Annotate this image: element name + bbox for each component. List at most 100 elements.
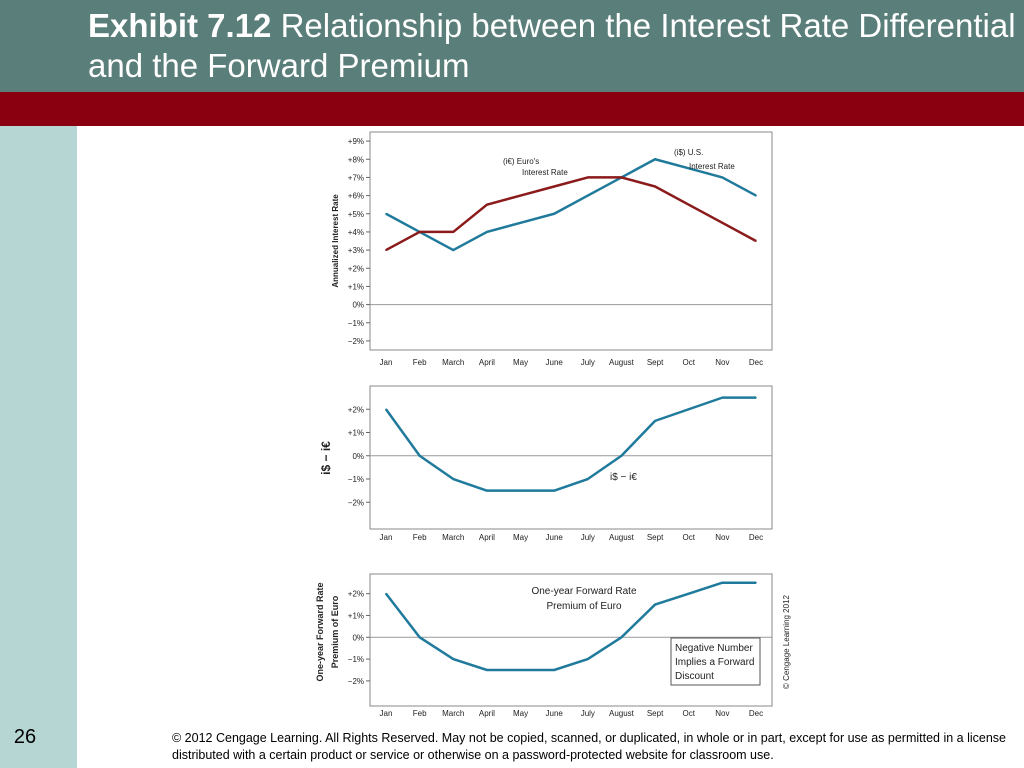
x-tick-label: Oct <box>683 358 696 367</box>
left-sidebar <box>0 126 77 768</box>
data-point <box>721 581 724 584</box>
data-point <box>486 231 488 233</box>
data-point <box>721 176 724 179</box>
y-tick-label: −2% <box>348 677 364 686</box>
x-tick-label: Sept <box>647 533 664 542</box>
y-tick-label: +7% <box>348 173 364 182</box>
x-tick-label: Nov <box>715 533 729 542</box>
data-point <box>687 592 690 595</box>
x-tick-label: Oct <box>683 709 696 718</box>
data-point <box>486 489 488 492</box>
x-tick-label: Jan <box>380 358 393 367</box>
x-tick-label: June <box>546 709 564 718</box>
data-point <box>418 636 421 639</box>
x-tick-label: August <box>609 358 635 367</box>
data-point <box>418 231 421 233</box>
x-tick-label: Sept <box>647 358 664 367</box>
data-point <box>519 669 522 671</box>
forward-premium-label-line2: Premium of Euro <box>546 601 621 612</box>
x-tick-label: Sept <box>647 709 664 718</box>
series-line-1-2 <box>385 176 757 252</box>
data-point <box>553 185 555 188</box>
data-point <box>519 222 522 224</box>
data-point <box>553 489 555 492</box>
x-tick-label: Dec <box>749 358 763 367</box>
y-tick-label: 0% <box>352 452 364 461</box>
x-tick-label: August <box>609 533 635 542</box>
x-tick-label: April <box>479 358 495 367</box>
plot-frame-3 <box>369 573 773 707</box>
data-point <box>452 249 455 251</box>
title-bar: Exhibit 7.12 Relationship between the In… <box>0 0 1024 92</box>
data-point <box>452 231 455 233</box>
euro-rate-annotation-line2: Interest Rate <box>522 168 568 177</box>
data-point <box>486 203 488 206</box>
exhibit-chart: −2% −1% 0% +1% +2% +3% +4% +5% +6% +7% +8% +9% Jan Fe… <box>315 131 791 718</box>
y-tick-label: −1% <box>348 655 364 664</box>
y-tick-label: +2% <box>348 405 364 414</box>
y-tick-label: 0% <box>352 633 364 642</box>
plot-frame-2 <box>369 385 773 530</box>
x-tick-label: Jan <box>380 533 393 542</box>
x-tick-label: April <box>479 709 495 718</box>
series-line-1-1 <box>385 158 757 252</box>
data-point <box>721 396 724 399</box>
data-point <box>721 222 724 224</box>
forward-premium-label: One-year Forward Rate <box>531 586 636 597</box>
y-tick-label: +2% <box>348 590 364 599</box>
y-tick-label: +2% <box>348 264 364 273</box>
data-point <box>452 478 455 480</box>
plot-frame-1 <box>369 131 773 351</box>
x-tick-label: Nov <box>715 358 729 367</box>
data-point <box>654 185 656 188</box>
x-tick-label: July <box>581 709 595 718</box>
data-point <box>687 203 690 206</box>
data-point <box>452 658 455 660</box>
note-box <box>670 637 761 686</box>
us-rate-annotation-line2: Interest Rate <box>689 162 735 171</box>
y-tick-label: +1% <box>348 282 364 291</box>
x-tick-label: May <box>513 709 528 718</box>
data-point <box>755 194 757 197</box>
data-point <box>654 603 656 606</box>
y-axis-label-line1: One-year Forward Rate <box>315 582 325 681</box>
differential-label: i$ − i€ <box>610 472 637 483</box>
y-tick-label: −2% <box>348 337 364 346</box>
side-credit: © Cengage Learning 2012 <box>782 594 791 689</box>
x-tick-label: Feb <box>413 533 427 542</box>
data-point <box>553 212 555 215</box>
data-point <box>385 408 387 411</box>
data-point <box>519 489 522 492</box>
note-box-line: Implies a Forward <box>675 657 754 668</box>
euro-rate-annotation: (i€) Euro's <box>503 157 539 166</box>
x-tick-label: August <box>609 709 635 718</box>
x-tick-label: May <box>513 358 528 367</box>
x-tick-label: Nov <box>715 709 729 718</box>
data-point <box>385 212 387 215</box>
y-tick-label: 0% <box>352 301 364 310</box>
title-exhibit-number: Exhibit 7.12 <box>88 7 272 44</box>
y-tick-label: +1% <box>348 429 364 438</box>
x-tick-label: July <box>581 533 595 542</box>
slide-title: Exhibit 7.12 Relationship between the In… <box>88 6 1018 86</box>
y-tick-label: +5% <box>348 210 364 219</box>
x-tick-label: April <box>479 533 495 542</box>
data-point <box>654 420 656 422</box>
data-point <box>620 636 623 639</box>
y-tick-label: −2% <box>348 498 364 507</box>
x-tick-label: Feb <box>413 358 427 367</box>
x-tick-label: March <box>442 358 464 367</box>
x-tick-label: March <box>442 709 464 718</box>
series-line-2-1 <box>384 396 756 492</box>
data-point <box>620 454 623 457</box>
copyright-notice: © 2012 Cengage Learning. All Rights Rese… <box>172 731 1007 762</box>
note-box-line: Negative Number <box>675 643 753 654</box>
data-point <box>587 658 589 660</box>
y-tick-label: −1% <box>348 475 364 484</box>
y-tick-label: +3% <box>348 246 364 255</box>
data-point <box>418 454 421 457</box>
page-number: 26 <box>13 726 37 748</box>
y-tick-label: +8% <box>348 155 364 164</box>
data-point <box>620 176 623 179</box>
y-axis-label: i$ − i€ <box>319 441 333 475</box>
